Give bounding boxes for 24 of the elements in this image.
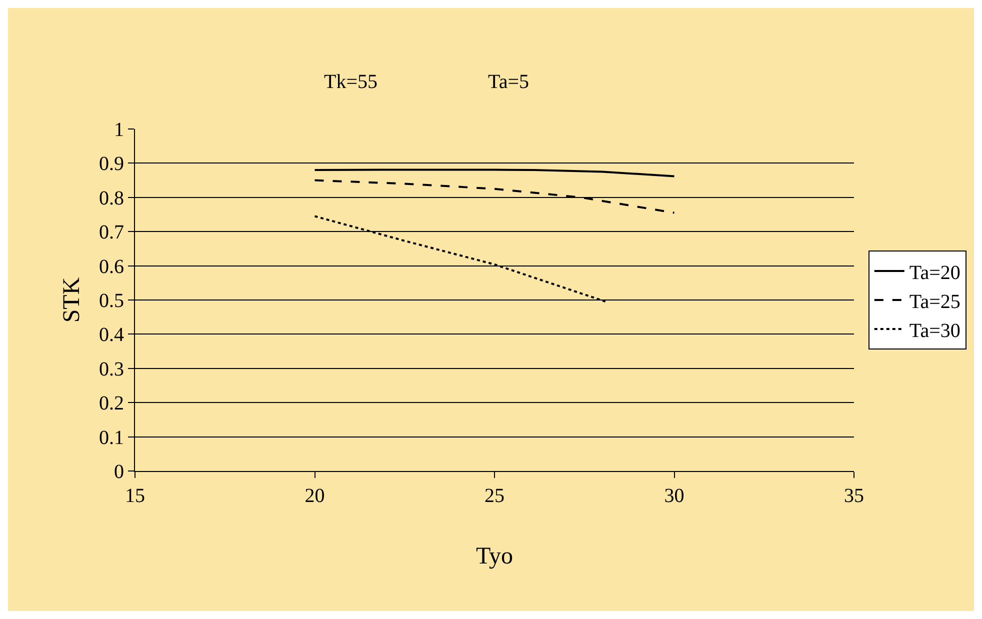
text: Ta=5 [488, 71, 529, 93]
y-tick-label: 0.1 [99, 426, 124, 449]
y-tick-label: 0.7 [99, 222, 124, 244]
x-axis-title: Tyo [476, 543, 513, 570]
text: Tk=55 [324, 71, 378, 93]
y-tick-label: 0.8 [99, 187, 124, 210]
y-tick-label: 0.3 [99, 358, 124, 380]
y-tick-label: 1 [114, 119, 124, 141]
y-tick-label: 0.4 [99, 324, 124, 346]
line-series [314, 168, 676, 178]
legend-label: Ta=20 [909, 262, 960, 284]
x-tick-label: 35 [844, 485, 864, 507]
legend-label: Ta=25 [909, 290, 960, 313]
x-tick-label: 25 [484, 485, 504, 507]
y-tick-label: 0.2 [99, 392, 124, 415]
x-tick-label: 30 [664, 485, 684, 507]
x-tick-label: 20 [304, 485, 325, 507]
y-axis-title: STK [59, 276, 86, 323]
x-tick-label: 15 [125, 485, 145, 507]
y-tick-label: 0.9 [99, 153, 124, 176]
y-tick-label: 0.5 [99, 290, 124, 312]
y-tick-label: 0.6 [99, 256, 124, 278]
legend-label: Ta=30 [909, 320, 960, 342]
y-tick-label: 0 [114, 461, 124, 483]
